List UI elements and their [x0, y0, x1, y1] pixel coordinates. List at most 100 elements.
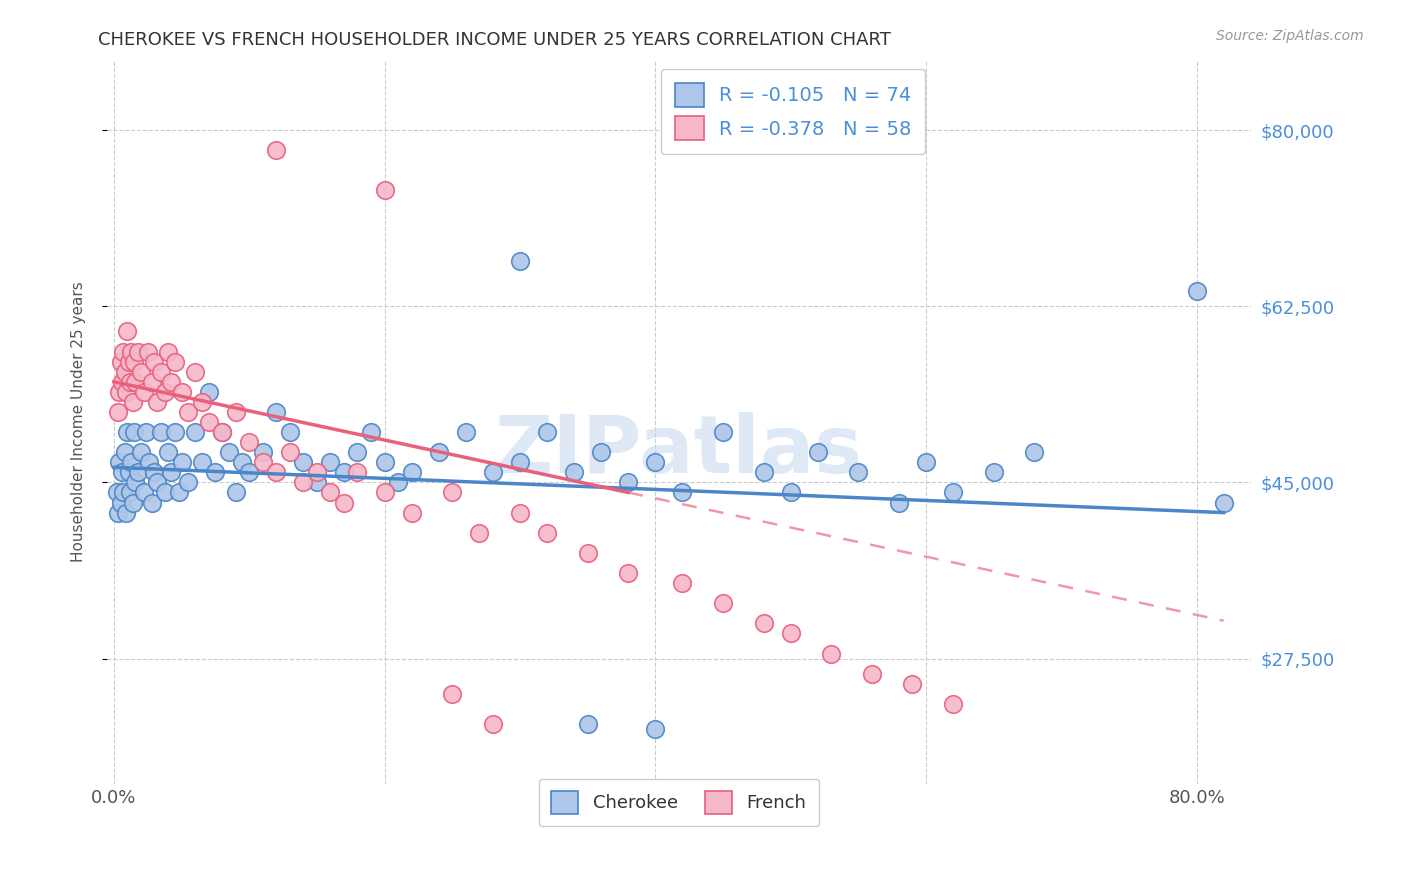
- Point: [146, 475, 169, 490]
- Point: [110, 495, 132, 509]
- Point: [107, 405, 129, 419]
- Point: [132, 485, 155, 500]
- Point: [711, 425, 734, 439]
- Y-axis label: Householder Income Under 25 years: Householder Income Under 25 years: [72, 282, 86, 562]
- Point: [117, 325, 139, 339]
- Point: [509, 506, 531, 520]
- Point: [942, 697, 965, 711]
- Point: [644, 722, 666, 736]
- Point: [901, 677, 924, 691]
- Point: [305, 475, 328, 490]
- Point: [617, 475, 640, 490]
- Point: [115, 506, 138, 520]
- Point: [156, 445, 179, 459]
- Point: [191, 395, 214, 409]
- Point: [252, 455, 274, 469]
- Point: [278, 445, 301, 459]
- Point: [264, 405, 287, 419]
- Point: [1024, 445, 1046, 459]
- Point: [915, 455, 938, 469]
- Point: [167, 485, 190, 500]
- Point: [374, 485, 396, 500]
- Point: [671, 576, 693, 591]
- Point: [124, 475, 146, 490]
- Point: [112, 344, 135, 359]
- Point: [127, 344, 149, 359]
- Point: [108, 455, 131, 469]
- Point: [238, 435, 260, 450]
- Point: [536, 425, 558, 439]
- Point: [170, 455, 193, 469]
- Legend: Cherokee, French: Cherokee, French: [538, 779, 820, 826]
- Point: [132, 384, 155, 399]
- Point: [591, 445, 613, 459]
- Point: [112, 485, 135, 500]
- Point: [983, 466, 1005, 480]
- Point: [360, 425, 382, 439]
- Point: [225, 485, 247, 500]
- Point: [111, 466, 134, 480]
- Point: [264, 466, 287, 480]
- Point: [177, 405, 200, 419]
- Point: [159, 466, 181, 480]
- Point: [163, 425, 186, 439]
- Point: [278, 425, 301, 439]
- Point: [155, 384, 177, 399]
- Point: [264, 143, 287, 157]
- Point: [136, 344, 159, 359]
- Point: [509, 254, 531, 268]
- Point: [111, 375, 134, 389]
- Point: [122, 354, 145, 368]
- Point: [319, 455, 342, 469]
- Point: [752, 466, 775, 480]
- Point: [146, 395, 169, 409]
- Point: [197, 415, 219, 429]
- Text: CHEROKEE VS FRENCH HOUSEHOLDER INCOME UNDER 25 YEARS CORRELATION CHART: CHEROKEE VS FRENCH HOUSEHOLDER INCOME UN…: [98, 31, 891, 49]
- Point: [305, 466, 328, 480]
- Point: [671, 485, 693, 500]
- Point: [184, 425, 207, 439]
- Point: [138, 455, 160, 469]
- Point: [170, 384, 193, 399]
- Point: [346, 466, 368, 480]
- Point: [225, 405, 247, 419]
- Point: [576, 717, 599, 731]
- Point: [536, 525, 558, 540]
- Point: [617, 566, 640, 580]
- Point: [204, 466, 226, 480]
- Point: [120, 344, 142, 359]
- Point: [482, 466, 505, 480]
- Point: [779, 626, 801, 640]
- Point: [211, 425, 233, 439]
- Point: [441, 687, 464, 701]
- Point: [177, 475, 200, 490]
- Point: [1185, 284, 1208, 298]
- Point: [752, 616, 775, 631]
- Point: [121, 495, 143, 509]
- Point: [191, 455, 214, 469]
- Point: [374, 184, 396, 198]
- Point: [150, 365, 173, 379]
- Point: [156, 344, 179, 359]
- Point: [211, 425, 233, 439]
- Point: [150, 425, 173, 439]
- Point: [118, 354, 141, 368]
- Point: [141, 375, 163, 389]
- Point: [127, 466, 149, 480]
- Point: [143, 354, 166, 368]
- Point: [231, 455, 253, 469]
- Point: [942, 485, 965, 500]
- Point: [860, 666, 883, 681]
- Point: [346, 445, 368, 459]
- Point: [454, 425, 477, 439]
- Point: [468, 525, 491, 540]
- Point: [401, 506, 423, 520]
- Point: [114, 445, 136, 459]
- Point: [143, 466, 166, 480]
- Text: Source: ZipAtlas.com: Source: ZipAtlas.com: [1216, 29, 1364, 43]
- Point: [107, 506, 129, 520]
- Point: [129, 445, 152, 459]
- Point: [121, 395, 143, 409]
- Point: [401, 466, 423, 480]
- Point: [252, 445, 274, 459]
